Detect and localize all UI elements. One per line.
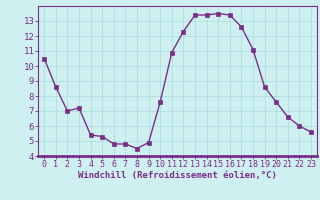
X-axis label: Windchill (Refroidissement éolien,°C): Windchill (Refroidissement éolien,°C) [78,171,277,180]
